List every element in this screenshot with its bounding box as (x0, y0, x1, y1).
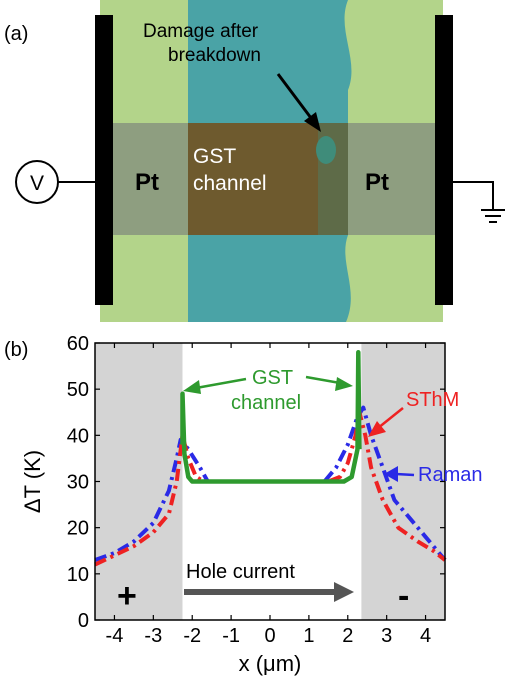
x-tick-label: -1 (222, 625, 240, 647)
y-tick-label: 60 (67, 333, 89, 355)
series-line-raman (94, 405, 447, 562)
raman-callout-arrow (384, 466, 415, 482)
x-tick-label: 4 (420, 625, 431, 647)
y-tick-label: 20 (67, 518, 89, 540)
minus-sign: - (398, 577, 409, 615)
damage-spot (316, 136, 336, 164)
gst-label-line1: GST (193, 145, 236, 168)
plus-sign: + (117, 577, 137, 615)
electrode-shade-1 (361, 343, 445, 620)
cyan-region-bottom (188, 235, 351, 322)
x-tick-label: 3 (381, 625, 392, 647)
electrode-shade-0 (95, 343, 183, 620)
panel-b-label: (b) (4, 339, 28, 361)
damage-label-line1: Damage after (143, 21, 259, 42)
x-tick-label: -2 (183, 625, 201, 647)
y-axis-title: ΔT (K) (20, 450, 45, 513)
sthm-callout-arrow (368, 407, 404, 437)
gst-label-line2: channel (193, 172, 267, 195)
sthm-callout: SThM (406, 389, 459, 411)
hole-current-label: Hole current (186, 561, 295, 583)
series-line-gst-channel (180, 349, 362, 484)
gst-callout-line1: GST (252, 367, 293, 389)
y-tick-label: 50 (67, 379, 89, 401)
cyan-region-top (188, 0, 352, 123)
y-tick-label: 10 (67, 564, 89, 586)
gst-callout-line2: channel (231, 392, 301, 414)
right-wire (453, 181, 494, 210)
pt-right-label: Pt (365, 169, 389, 196)
hole-current-arrow (184, 582, 354, 602)
panel-a: (a) V Pt Pt GST channel Damage after (4, 0, 505, 322)
x-tick-label: 0 (264, 625, 275, 647)
y-tick-label: 0 (78, 610, 89, 632)
x-tick-label: 1 (303, 625, 314, 647)
y-tick-label: 40 (67, 425, 89, 447)
panel-a-label: (a) (4, 23, 28, 45)
damage-label-line2: breakdown (168, 45, 261, 66)
series-line-sthm (94, 410, 447, 567)
x-tick-label: -3 (144, 625, 162, 647)
pt-left-label: Pt (135, 169, 159, 196)
x-tick-label: -4 (106, 625, 124, 647)
ground-icon (481, 209, 505, 223)
voltage-source-label: V (30, 172, 44, 195)
y-tick-label: 30 (67, 472, 89, 494)
right-electrode-bar (435, 15, 453, 305)
gst-callout-arrows (183, 375, 353, 394)
left-electrode-bar (95, 15, 113, 305)
damage-arrow (276, 73, 321, 132)
x-tick-label: 2 (342, 625, 353, 647)
raman-callout: Raman (418, 464, 482, 486)
x-axis-title: x (μm) (239, 651, 302, 676)
